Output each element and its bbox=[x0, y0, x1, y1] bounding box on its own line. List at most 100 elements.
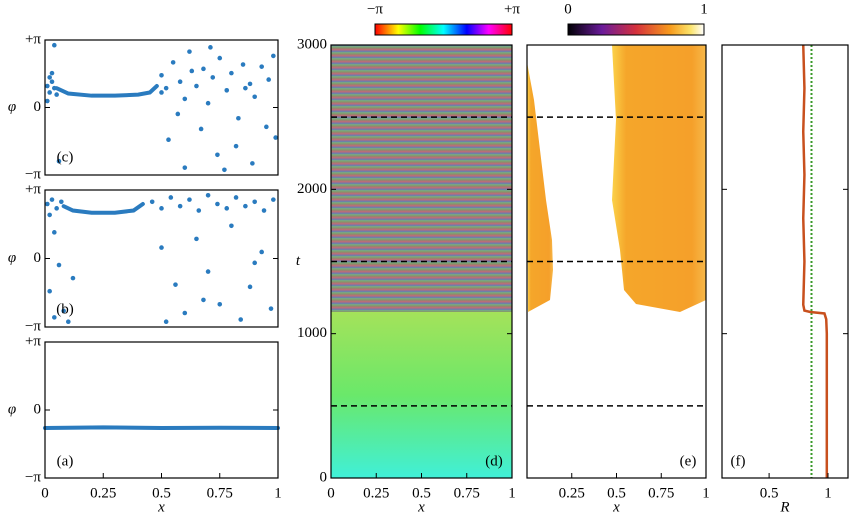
x-tick-label: 1 bbox=[508, 485, 516, 501]
axes-frame bbox=[44, 341, 279, 479]
point bbox=[224, 206, 230, 211]
point bbox=[56, 262, 62, 268]
point bbox=[194, 83, 199, 89]
panel-label: (f) bbox=[731, 453, 746, 469]
point bbox=[47, 90, 52, 95]
point bbox=[159, 90, 164, 95]
point bbox=[217, 55, 223, 61]
point bbox=[175, 111, 181, 117]
point bbox=[52, 42, 57, 48]
point bbox=[52, 85, 57, 91]
point bbox=[250, 161, 255, 166]
x-tick-label: 1 bbox=[274, 485, 282, 501]
point bbox=[47, 75, 52, 80]
point bbox=[49, 79, 55, 85]
colorbar-tick-label: 0 bbox=[564, 1, 572, 17]
point bbox=[208, 45, 213, 50]
point bbox=[168, 195, 174, 200]
point bbox=[252, 260, 257, 266]
y-tick-label: 2000 bbox=[297, 181, 327, 197]
point bbox=[173, 282, 178, 287]
point bbox=[52, 315, 57, 320]
colorbar bbox=[374, 23, 513, 36]
phase-stripes bbox=[331, 45, 512, 312]
x-tick-label: 0.5 bbox=[760, 485, 779, 501]
point bbox=[198, 126, 204, 132]
point bbox=[252, 94, 257, 100]
point bbox=[45, 83, 50, 89]
panel-label: (d) bbox=[485, 453, 503, 469]
point bbox=[217, 301, 223, 307]
x-tick-label: 1 bbox=[824, 485, 832, 501]
point bbox=[61, 308, 66, 314]
heatmap-e bbox=[527, 45, 706, 478]
point bbox=[66, 319, 71, 325]
x-tick-label: 0.25 bbox=[90, 485, 116, 501]
x-tick-label: 0 bbox=[327, 485, 335, 501]
order-parameter bbox=[801, 44, 829, 478]
y-axis-label: φ bbox=[8, 99, 16, 115]
point bbox=[45, 201, 50, 207]
point bbox=[224, 88, 230, 93]
x-tick-label: 0.5 bbox=[607, 485, 626, 501]
curve bbox=[61, 201, 145, 215]
point bbox=[271, 197, 276, 202]
point bbox=[177, 203, 183, 209]
panel-label: (c) bbox=[57, 149, 74, 165]
panel-label: (e) bbox=[680, 453, 697, 469]
phase-sync bbox=[331, 312, 512, 478]
y-tick-label: 0 bbox=[34, 99, 42, 115]
point bbox=[187, 197, 192, 202]
point bbox=[163, 319, 169, 325]
point bbox=[189, 68, 195, 74]
incoherent-edge bbox=[527, 62, 553, 312]
point bbox=[182, 310, 188, 316]
x-tick-label: 0.5 bbox=[152, 485, 171, 501]
point bbox=[222, 167, 227, 173]
point bbox=[215, 152, 220, 158]
point bbox=[229, 223, 234, 229]
colorbar bbox=[567, 23, 705, 36]
point bbox=[182, 96, 188, 102]
x-tick-label: 0.75 bbox=[454, 485, 480, 501]
heatmap-d bbox=[331, 45, 512, 478]
point bbox=[70, 275, 76, 281]
curve bbox=[43, 425, 280, 430]
y-axis-label: φ bbox=[8, 250, 16, 266]
panel-label: (b) bbox=[56, 301, 74, 317]
y-tick-label: −π bbox=[25, 318, 41, 334]
point bbox=[271, 53, 276, 59]
point bbox=[252, 199, 257, 205]
colorbar-tick-label: 1 bbox=[700, 1, 708, 17]
colorbar-tick-label: +π bbox=[504, 1, 520, 17]
panel-label: (a) bbox=[57, 453, 74, 469]
axes-frame bbox=[721, 44, 849, 479]
point bbox=[233, 143, 239, 149]
point bbox=[56, 158, 62, 164]
point bbox=[170, 60, 176, 65]
point bbox=[240, 62, 246, 67]
point bbox=[52, 230, 57, 235]
point bbox=[268, 306, 274, 311]
point bbox=[229, 70, 234, 76]
incoherent-region bbox=[612, 45, 706, 312]
point bbox=[236, 115, 241, 121]
y-tick-label: 0 bbox=[34, 250, 42, 266]
y-tick-label: +π bbox=[25, 181, 41, 197]
colorbar-tick-label: −π bbox=[367, 1, 383, 17]
point bbox=[243, 203, 248, 209]
y-tick-label: −π bbox=[25, 166, 41, 182]
point bbox=[166, 137, 171, 143]
x-tick-label: 1 bbox=[702, 485, 710, 501]
x-axis-label: R bbox=[779, 499, 789, 515]
point bbox=[247, 284, 253, 290]
y-tick-label: 0 bbox=[320, 469, 328, 485]
x-tick-label: 0 bbox=[41, 485, 49, 501]
point bbox=[163, 85, 169, 91]
point bbox=[259, 64, 264, 69]
y-tick-label: 0 bbox=[34, 401, 42, 417]
point bbox=[196, 208, 202, 213]
point bbox=[201, 66, 206, 72]
point bbox=[210, 75, 216, 80]
